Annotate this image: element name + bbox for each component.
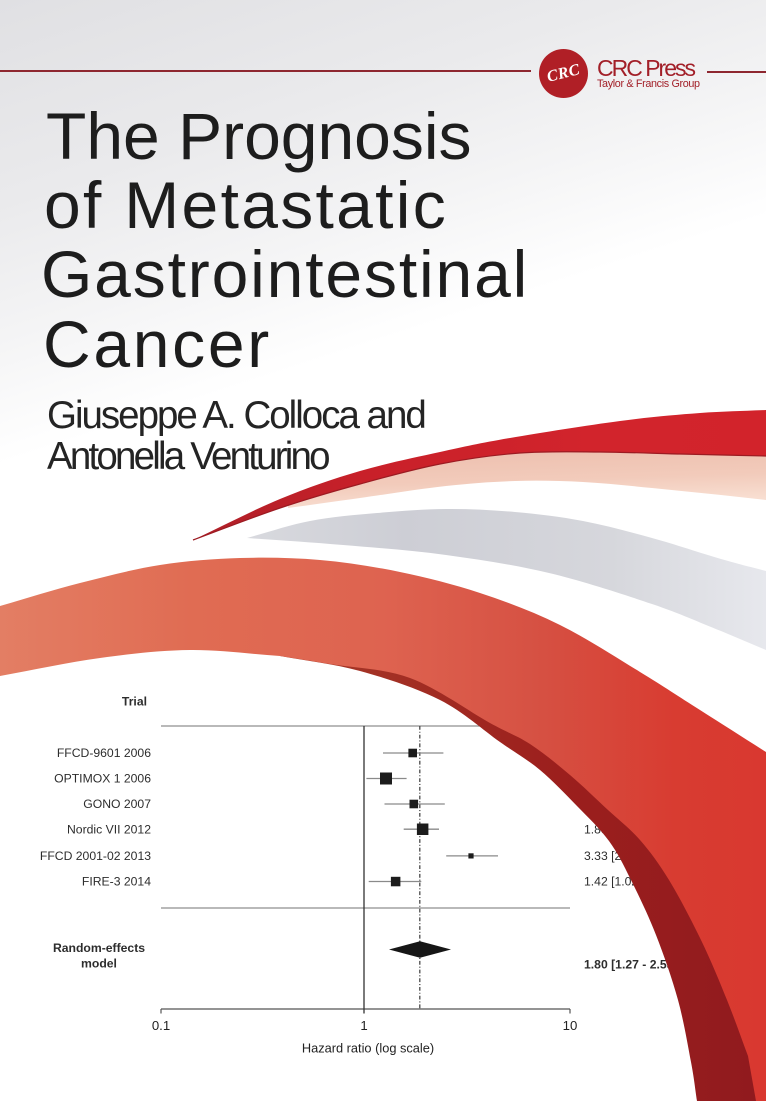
- svg-text:FIRE-3 2014: FIRE-3 2014: [82, 875, 151, 889]
- svg-text:GONO 2007: GONO 2007: [83, 797, 151, 811]
- svg-text:FFCD-9601 2006: FFCD-9601 2006: [57, 746, 151, 760]
- svg-text:FFCD 2001-02 2013: FFCD 2001-02 2013: [40, 849, 151, 863]
- svg-text:1: 1: [360, 1018, 367, 1033]
- svg-text:Trial: Trial: [122, 695, 147, 709]
- svg-text:Nordic VII 2012: Nordic VII 2012: [67, 822, 151, 836]
- svg-text:OPTIMOX 1 2006: OPTIMOX 1 2006: [54, 772, 151, 786]
- svg-text:1.80 [1.27 - 2.55]: 1.80 [1.27 - 2.55]: [584, 958, 678, 972]
- svg-text:0.1: 0.1: [152, 1018, 170, 1033]
- svg-text:Random-effects: Random-effects: [53, 941, 145, 955]
- svg-text:model: model: [81, 957, 117, 971]
- svg-text:Hazard ratio (log scale): Hazard ratio (log scale): [302, 1041, 434, 1056]
- svg-text:10: 10: [563, 1018, 578, 1033]
